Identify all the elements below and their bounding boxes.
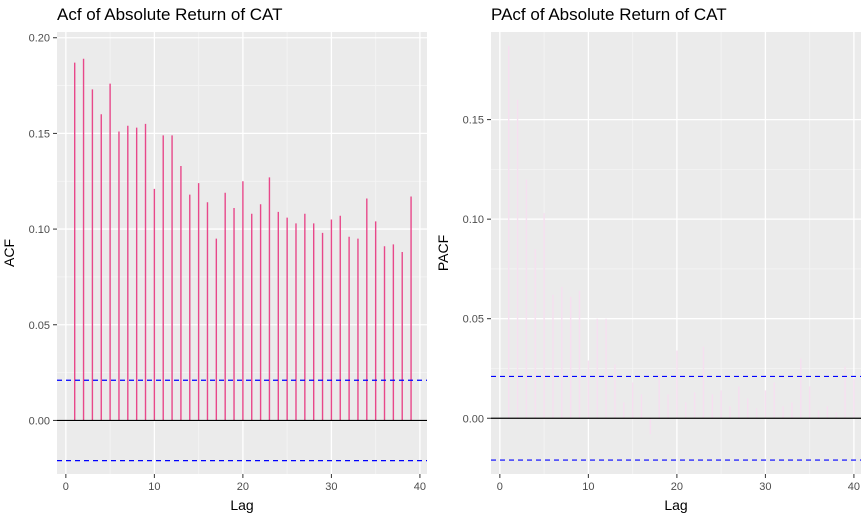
- acf-x-tick-label: 10: [148, 481, 160, 493]
- acf-bars: [57, 58, 427, 462]
- acf-x-tick-label: 0: [63, 481, 69, 493]
- pacf-bars: [491, 45, 861, 461]
- pacf-y-tick-label: 0.15: [463, 115, 484, 127]
- pacf-x-tick-label: 20: [671, 481, 683, 493]
- acf-y-tick-label: 0.20: [29, 33, 50, 45]
- pacf-y-tick-label: 0.05: [463, 314, 484, 326]
- pacf-y-tick-label: 0.00: [463, 413, 484, 425]
- pacf-x-tick-label: 30: [759, 481, 771, 493]
- acf-y-tick-label: 0.00: [29, 415, 50, 427]
- acf-panel: Acf of Absolute Return of CAT 0 10 20 30 400…: [1, 5, 427, 513]
- pacf-panel: PAcf of Absolute Return of CAT 0 10 20 30 40…: [435, 5, 861, 513]
- pacf-x-tick-label: 10: [582, 481, 594, 493]
- acf-axis-ticks: 0 10 20 30 40 0.00 0.05 0.10 0.15 0.20: [29, 33, 426, 493]
- pacf-x-tick-label: 40: [848, 481, 860, 493]
- pacf-x-axis-label: Lag: [664, 497, 687, 513]
- pacf-axis-ticks: 0 10 20 30 40 0.00 0.05 0.10 0.15: [463, 115, 860, 493]
- acf-y-tick-label: 0.15: [29, 128, 50, 140]
- acf-x-tick-label: 30: [325, 481, 337, 493]
- acf-chart-title: Acf of Absolute Return of CAT: [57, 5, 283, 24]
- acf-x-tick-label: 20: [237, 481, 249, 493]
- acf-x-axis-label: Lag: [230, 497, 253, 513]
- pacf-chart-title: PAcf of Absolute Return of CAT: [491, 5, 727, 24]
- acf-y-axis-label: ACF: [1, 239, 17, 267]
- pacf-x-tick-label: 0: [497, 481, 503, 493]
- acf-y-tick-label: 0.10: [29, 224, 50, 236]
- pacf-plot-background: [491, 32, 861, 474]
- pacf-y-tick-label: 0.10: [463, 214, 484, 226]
- acf-plot-background: [57, 32, 427, 474]
- pacf-y-axis-label: PACF: [435, 235, 451, 271]
- acf-y-tick-label: 0.05: [29, 320, 50, 332]
- acf-x-tick-label: 40: [414, 481, 426, 493]
